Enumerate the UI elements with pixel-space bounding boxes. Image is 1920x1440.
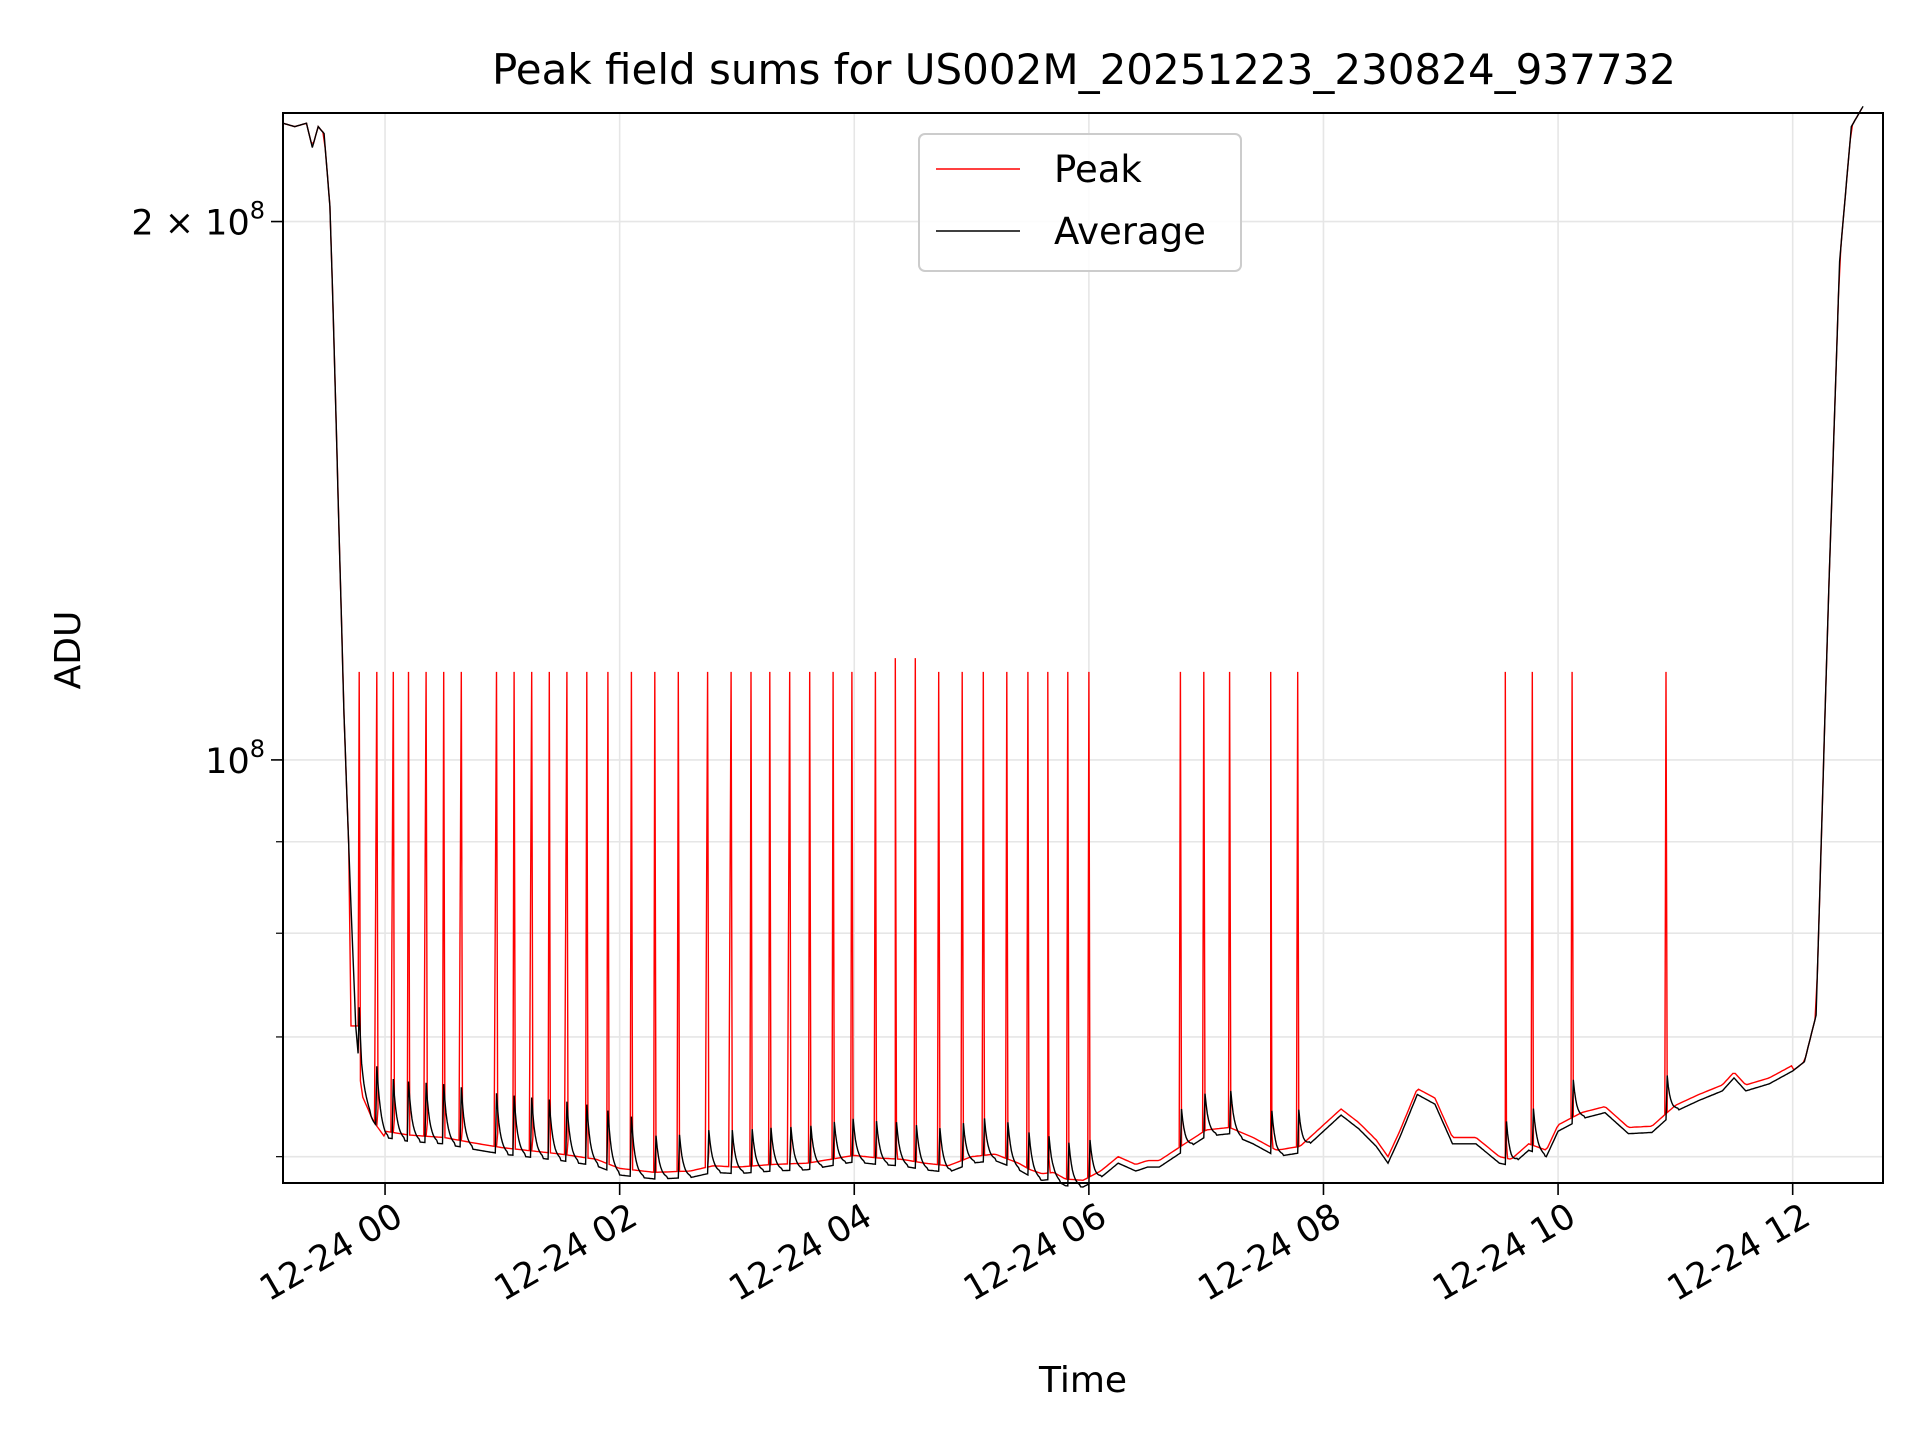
x-tick-label: 12-24 02 <box>488 1196 644 1309</box>
x-tick-label: 12-24 04 <box>722 1196 878 1309</box>
plot-frame <box>282 112 1884 1184</box>
x-tick-label: 12-24 08 <box>1192 1196 1348 1309</box>
x-axis: 12-24 00 12-24 02 12-24 04 12-24 06 12-24 08… <box>253 1183 1817 1309</box>
grid-lines <box>283 113 1883 1183</box>
x-axis-label: Time <box>1038 1360 1127 1401</box>
legend-label-peak: Peak <box>1054 148 1142 191</box>
y-axis-label: ADU <box>48 611 89 690</box>
y-tick-base: 10 <box>205 742 250 782</box>
plot-series <box>282 105 1864 1188</box>
y-tick-label: 2 × 108 <box>131 197 265 244</box>
y-tick-label: 108 <box>205 735 265 782</box>
x-tick-label: 12-24 00 <box>253 1196 409 1309</box>
x-tick-label: 12-24 12 <box>1661 1196 1817 1309</box>
y-tick-exponent: 8 <box>250 735 265 763</box>
legend-label-average: Average <box>1054 210 1206 253</box>
y-tick-base: 2 × 10 <box>131 204 249 244</box>
peak-series-line <box>282 107 1863 1182</box>
average-series-line <box>282 105 1864 1188</box>
x-tick-label: 12-24 06 <box>957 1196 1113 1309</box>
legend: Peak Average <box>918 133 1242 272</box>
x-tick-label: 12-24 10 <box>1426 1196 1582 1309</box>
chart-title: Peak field sums for US002M_20251223_2308… <box>492 45 1676 94</box>
y-tick-exponent: 8 <box>250 197 265 225</box>
